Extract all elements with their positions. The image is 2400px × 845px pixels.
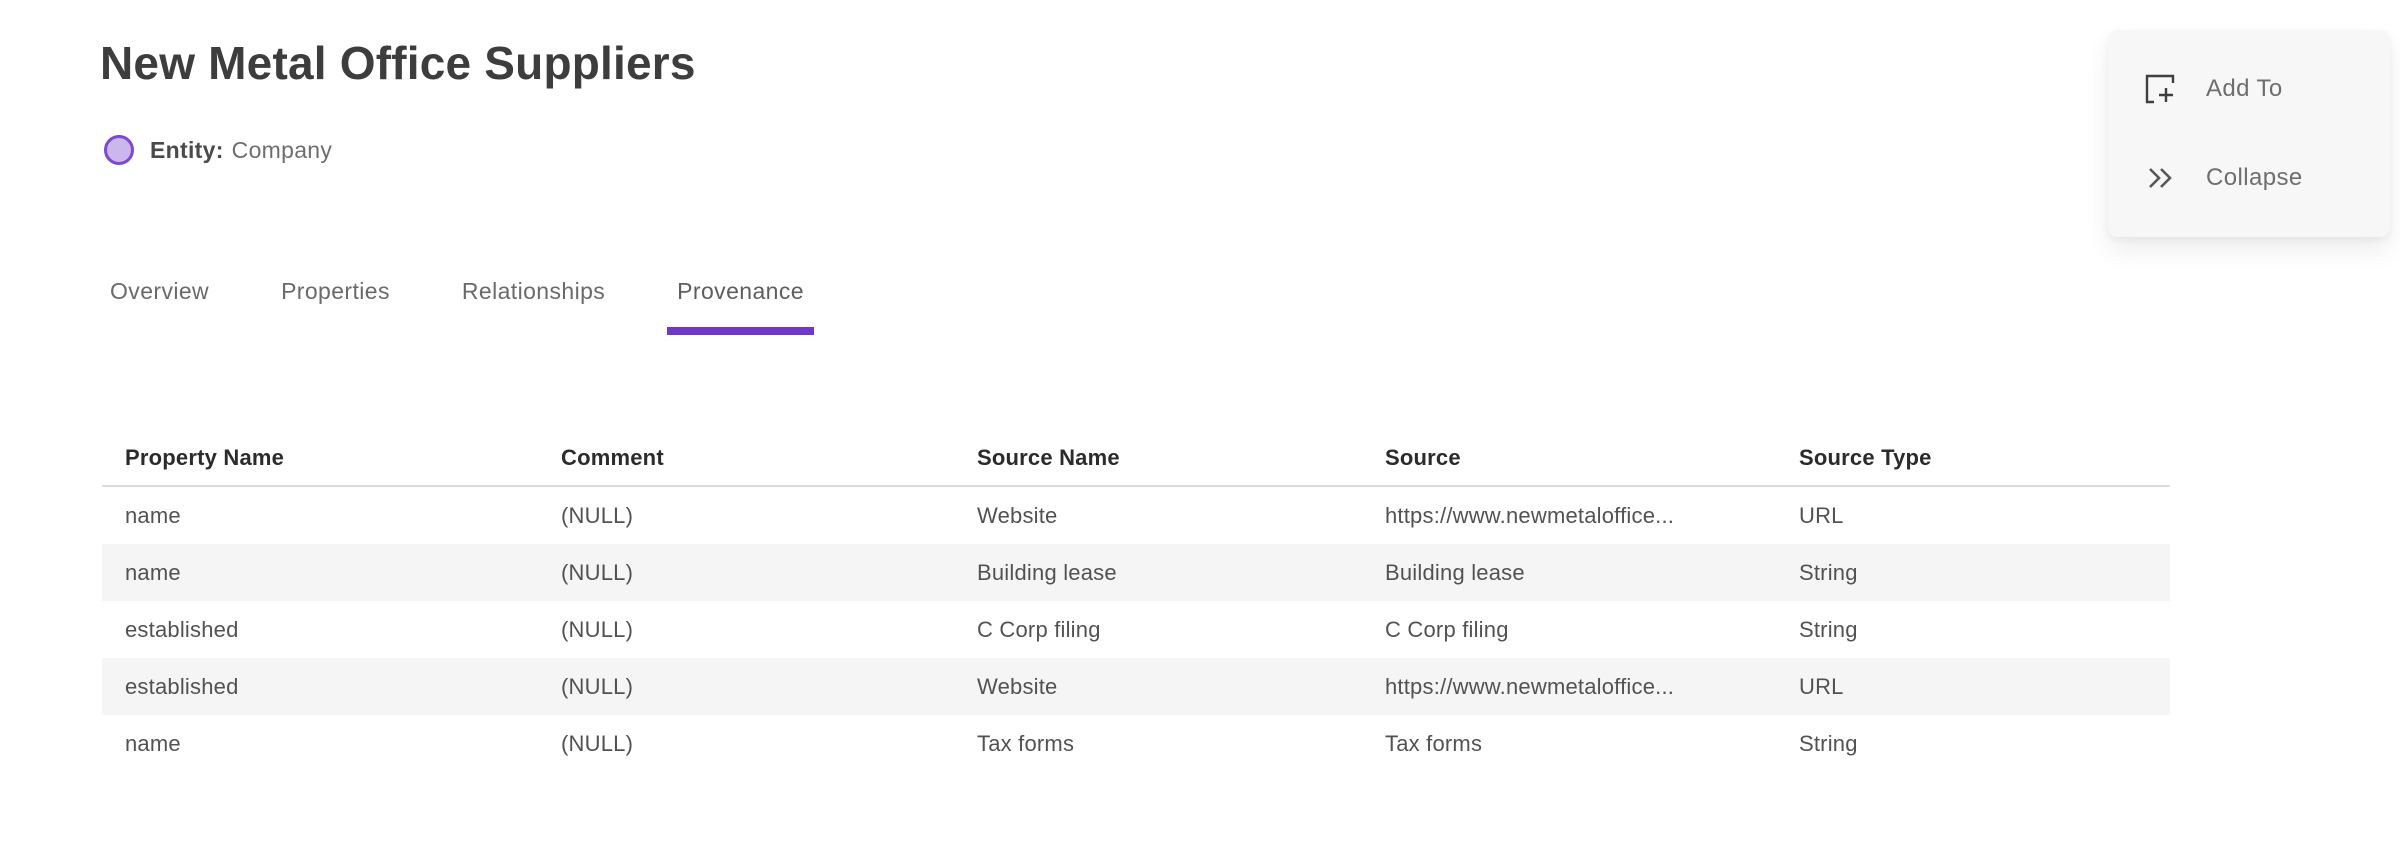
table-cell: String [1799, 616, 1858, 642]
column-header: Source Type [1799, 444, 1932, 470]
table-cell: (NULL) [561, 730, 634, 756]
add-to-icon [2142, 71, 2178, 107]
table-cell: established [125, 673, 239, 699]
table-cell: String [1799, 730, 1858, 756]
table-header-row: Property Name Comment Source Name Source Sou… [102, 430, 2170, 487]
table-cell: C Corp filing [1385, 616, 1509, 642]
table-cell: https://www.newmetaloffice... [1385, 502, 1675, 528]
table-row: established (NULL) Website https://www.newm… [102, 658, 2170, 715]
table-cell: (NULL) [561, 616, 634, 642]
entity-type-value: Company [231, 136, 333, 163]
entity-label: Entity: [150, 136, 224, 163]
column-header: Property Name [125, 444, 285, 470]
table-cell: name [125, 559, 181, 585]
double-chevron-right-icon [2142, 160, 2178, 196]
table-cell: (NULL) [561, 502, 634, 528]
entity-text: Entity: Company [150, 137, 332, 164]
tab-overview[interactable]: Overview [110, 278, 210, 304]
table-cell: Building lease [977, 559, 1117, 585]
table-row: name (NULL) Building lease Building lease St… [102, 544, 2170, 601]
table-cell: URL [1799, 673, 1844, 699]
table-cell: String [1799, 559, 1858, 585]
tab-bar: Overview Properties Relationships Provenanc… [100, 278, 814, 335]
table-cell: established [125, 616, 239, 642]
tab-properties[interactable]: Properties [281, 278, 390, 304]
table-cell: name [125, 730, 181, 756]
column-header: Source Name [977, 444, 1120, 470]
table-cell: Building lease [1385, 559, 1525, 585]
table-cell: Tax forms [977, 730, 1075, 756]
table-cell: https://www.newmetaloffice... [1385, 673, 1675, 699]
entity-type-icon [104, 135, 134, 165]
add-to-button[interactable]: Add To [2108, 59, 2390, 119]
table-cell: Tax forms [1385, 730, 1483, 756]
collapse-button[interactable]: Collapse [2108, 148, 2390, 208]
table-body: name (NULL) Website https://www.newmetaloff… [102, 487, 2170, 772]
table-cell: (NULL) [561, 673, 634, 699]
tab-provenance[interactable]: Provenance [667, 278, 814, 335]
column-header: Comment [561, 444, 664, 470]
table-cell: Website [977, 502, 1058, 528]
collapse-label: Collapse [2206, 164, 2303, 191]
table-row: name (NULL) Website https://www.newmetaloff… [102, 487, 2170, 544]
table-row: established (NULL) C Corp filing C Corp fil… [102, 601, 2170, 658]
table-cell: C Corp filing [977, 616, 1101, 642]
table-row: name (NULL) Tax forms Tax forms String [102, 715, 2170, 772]
table-cell: (NULL) [561, 559, 634, 585]
column-header: Source [1385, 444, 1461, 470]
table-cell: name [125, 502, 181, 528]
page-title: New Metal Office Suppliers [100, 37, 696, 89]
action-card: Add To Collapse [2108, 30, 2390, 237]
table-cell: URL [1799, 502, 1844, 528]
provenance-table: Property Name Comment Source Name Source Sou… [102, 430, 2170, 772]
table-cell: Website [977, 673, 1058, 699]
add-to-label: Add To [2206, 75, 2283, 102]
entity-row: Entity: Company [104, 133, 332, 167]
tab-relationships[interactable]: Relationships [461, 278, 606, 304]
